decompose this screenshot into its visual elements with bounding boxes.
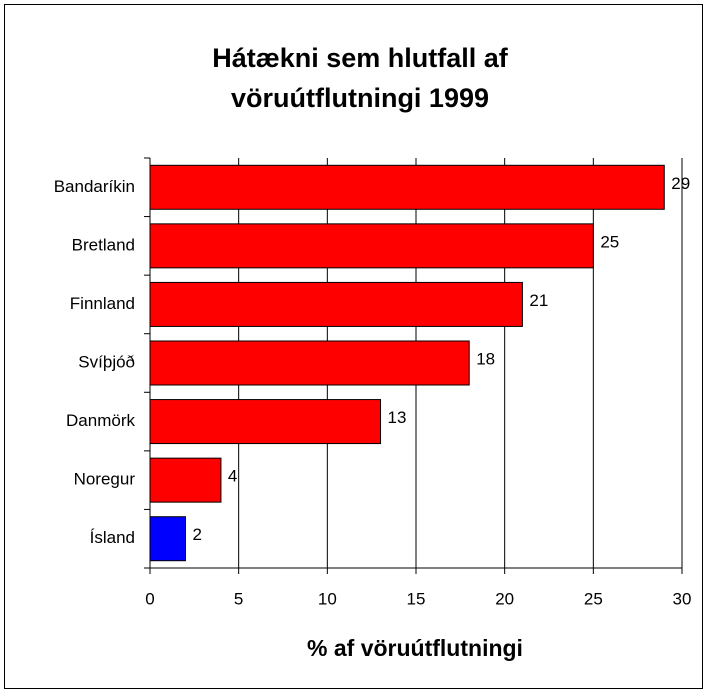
y-tick-label: Noregur [74,470,136,489]
bar [149,340,470,386]
x-tick-label: 20 [495,589,514,608]
y-tick-label: Svíþjóð [78,352,135,371]
value-label: 25 [600,232,619,251]
bar [149,399,382,445]
value-label: 2 [192,525,201,544]
y-tick-label: Danmörk [66,411,135,430]
x-axis-label: % af vöruútflutningi [307,635,523,661]
bar [149,281,523,327]
bar [149,516,186,562]
y-tick-label: Bandaríkin [54,177,135,196]
x-tick-label: 15 [407,589,426,608]
value-label: 29 [671,174,690,193]
bar [149,164,665,210]
value-label: 18 [476,349,495,368]
chart-title: Hátækni sem hlutfall af vöruútflutningi … [212,43,508,113]
y-tick-label: Ísland [90,528,135,547]
y-tick-label: Finnland [70,294,135,313]
value-label: 13 [388,408,407,427]
x-tick-label: 5 [234,589,243,608]
x-tick-label: 0 [145,589,154,608]
value-label: 4 [228,467,237,486]
bar [149,223,594,269]
x-tick-label: 25 [584,589,603,608]
x-tick-label: 30 [673,589,692,608]
bar [149,457,222,503]
y-tick-label: Bretland [72,235,135,254]
value-label: 21 [529,291,548,310]
x-tick-label: 10 [318,589,337,608]
